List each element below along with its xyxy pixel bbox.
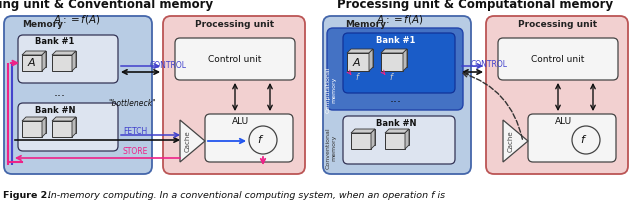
Text: FETCH: FETCH <box>124 127 148 136</box>
Text: Computational
memory: Computational memory <box>326 67 337 113</box>
FancyBboxPatch shape <box>343 33 455 93</box>
Text: CONTROL: CONTROL <box>471 60 508 69</box>
FancyBboxPatch shape <box>18 35 118 83</box>
Text: Bank #N: Bank #N <box>35 106 76 115</box>
Text: Processing unit: Processing unit <box>195 20 274 29</box>
Polygon shape <box>52 117 76 121</box>
Bar <box>56 117 76 133</box>
Bar <box>389 129 409 145</box>
Bar <box>385 49 407 67</box>
Bar <box>385 133 405 149</box>
Circle shape <box>572 126 600 154</box>
Text: $f$: $f$ <box>389 71 395 82</box>
Polygon shape <box>22 51 46 55</box>
Text: Control unit: Control unit <box>208 55 262 64</box>
Text: Memory: Memory <box>22 20 63 29</box>
Text: Bank #1: Bank #1 <box>376 36 416 45</box>
Polygon shape <box>351 129 375 133</box>
Text: Processing unit & Conventional memory: Processing unit & Conventional memory <box>0 0 213 11</box>
Circle shape <box>249 126 277 154</box>
Bar <box>22 55 42 71</box>
Text: Processing unit & Computational memory: Processing unit & Computational memory <box>337 0 613 11</box>
Bar <box>22 121 42 137</box>
Text: $f$: $f$ <box>580 133 588 145</box>
FancyBboxPatch shape <box>498 38 618 80</box>
Text: Figure 2.: Figure 2. <box>3 191 51 200</box>
Bar <box>52 121 72 137</box>
Text: ...: ... <box>54 86 66 99</box>
Bar <box>26 51 46 67</box>
Text: $f$: $f$ <box>257 133 265 145</box>
Bar <box>347 53 369 71</box>
Text: Cache: Cache <box>185 130 191 152</box>
FancyBboxPatch shape <box>175 38 295 80</box>
FancyBboxPatch shape <box>205 114 293 162</box>
Text: Conventional
memory: Conventional memory <box>326 127 337 169</box>
Bar <box>355 129 375 145</box>
Text: $A$: $A$ <box>352 56 362 68</box>
Text: Bank #1: Bank #1 <box>35 37 75 46</box>
Text: ALU: ALU <box>232 117 249 126</box>
FancyBboxPatch shape <box>327 28 463 110</box>
FancyBboxPatch shape <box>486 16 628 174</box>
Polygon shape <box>385 129 409 133</box>
Bar <box>56 51 76 67</box>
FancyBboxPatch shape <box>163 16 305 174</box>
FancyBboxPatch shape <box>18 103 118 151</box>
Polygon shape <box>72 51 76 71</box>
Polygon shape <box>22 117 46 121</box>
Text: $A$: $A$ <box>27 56 36 68</box>
Polygon shape <box>72 117 76 137</box>
Text: Processing unit: Processing unit <box>518 20 597 29</box>
Text: STORE: STORE <box>123 147 148 156</box>
FancyBboxPatch shape <box>323 16 471 174</box>
Polygon shape <box>369 49 373 71</box>
Text: "bottleneck": "bottleneck" <box>108 99 156 108</box>
Text: $A:=f(A)$: $A:=f(A)$ <box>376 13 424 26</box>
Text: ALU: ALU <box>555 117 572 126</box>
Polygon shape <box>180 120 205 162</box>
Polygon shape <box>42 51 46 71</box>
FancyBboxPatch shape <box>343 116 455 164</box>
Text: ...: ... <box>390 92 402 105</box>
Polygon shape <box>52 51 76 55</box>
FancyBboxPatch shape <box>528 114 616 162</box>
Polygon shape <box>503 120 528 162</box>
Text: Bank #N: Bank #N <box>376 119 416 128</box>
Polygon shape <box>381 49 407 53</box>
Text: In-memory computing. In a conventional computing system, when an operation f is: In-memory computing. In a conventional c… <box>45 191 445 200</box>
Polygon shape <box>371 129 375 149</box>
Text: $f$: $f$ <box>355 71 361 82</box>
Polygon shape <box>42 117 46 137</box>
Polygon shape <box>405 129 409 149</box>
Bar <box>26 117 46 133</box>
Text: Memory: Memory <box>345 20 386 29</box>
Bar <box>52 55 72 71</box>
Text: Control unit: Control unit <box>531 55 585 64</box>
FancyBboxPatch shape <box>4 16 152 174</box>
Bar <box>351 49 373 67</box>
Text: Cache: Cache <box>508 130 514 152</box>
Text: $A:=f(A)$: $A:=f(A)$ <box>53 13 101 26</box>
Polygon shape <box>347 49 373 53</box>
Text: CONTROL: CONTROL <box>150 62 187 70</box>
Bar <box>381 53 403 71</box>
Bar <box>351 133 371 149</box>
Polygon shape <box>403 49 407 71</box>
